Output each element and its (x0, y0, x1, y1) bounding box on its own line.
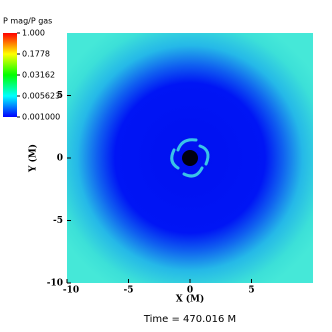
colorbar (3, 33, 17, 117)
field-image (67, 33, 313, 283)
x-tick-label: 5 (248, 286, 254, 296)
y-tick-label: -10 (47, 279, 63, 289)
y-tick-label: 5 (57, 91, 63, 101)
x-axis-label: X (M) (176, 294, 205, 305)
colorbar-tick-label: 1.000 (22, 29, 45, 38)
colorbar-label: P mag/P gas (3, 17, 52, 26)
colorbar-tick-label: 0.1778 (22, 50, 50, 59)
x-tick-label: -5 (124, 286, 134, 296)
colorbar-tick-label: 0.03162 (22, 71, 55, 80)
colorbar-tick-label: 0.005623 (22, 92, 60, 101)
caption: Time = 470.016 M (143, 314, 236, 325)
y-tick-label: 0 (57, 154, 63, 164)
y-axis-label: Y (M) (28, 144, 39, 173)
colorbar-tick-label: 0.001000 (22, 113, 60, 122)
x-tick-label: 0 (187, 286, 193, 296)
x-tick-label: -10 (63, 286, 79, 296)
y-tick-label: -5 (53, 216, 63, 226)
